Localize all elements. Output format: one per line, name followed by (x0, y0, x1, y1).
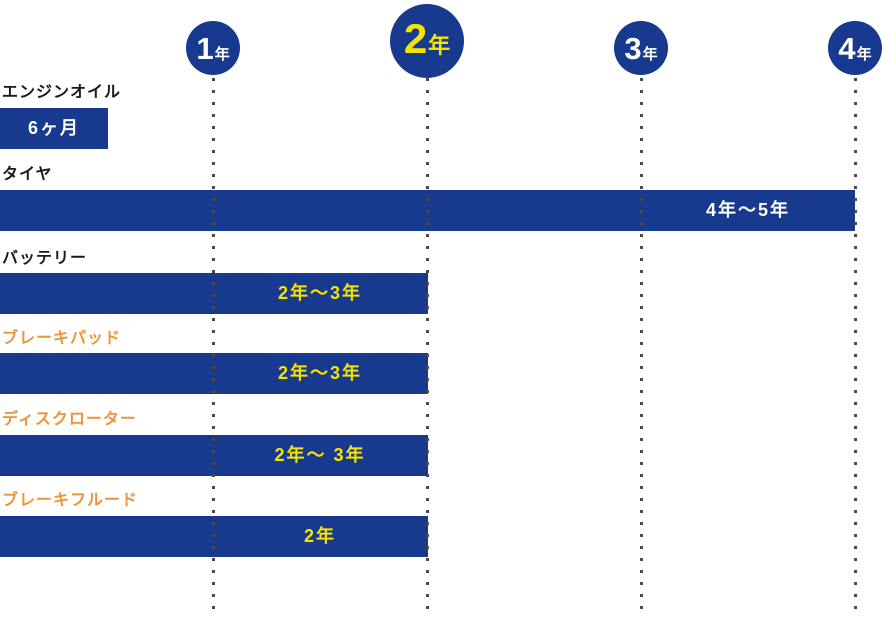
bar-value-disc-rotor: 2年〜 3年 (274, 445, 366, 465)
year-marker-1-unit: 年 (214, 46, 230, 63)
gridline-2-year (426, 78, 429, 617)
bar-value-tire: 4年〜5年 (705, 200, 791, 220)
bar-value-engine-oil: 6ヶ月 (27, 118, 80, 138)
year-marker-3-unit: 年 (642, 46, 658, 63)
bar-value-battery: 2年〜3年 (277, 283, 363, 303)
year-marker-1-number: 1 (196, 31, 214, 66)
row-label-brake-fluid: ブレーキフルード (2, 492, 139, 509)
year-marker-4-number: 4 (838, 31, 856, 66)
year-marker-2-unit: 年 (428, 33, 451, 58)
row-label-tire: タイヤ (2, 166, 53, 183)
year-marker-3-number: 3 (624, 31, 642, 66)
row-label-disc-rotor: ディスクローター (2, 411, 137, 428)
gridline-1-year (212, 78, 215, 617)
bar-value-brake-pad: 2年〜3年 (277, 363, 363, 383)
gridline-4-year (854, 78, 857, 617)
row-label-battery: バッテリー (2, 250, 88, 267)
row-label-brake-pad: ブレーキパッド (2, 330, 122, 347)
year-marker-4-unit: 年 (856, 46, 872, 63)
year-marker-2-number: 2 (403, 15, 428, 62)
row-label-engine-oil: エンジンオイル (2, 84, 122, 101)
bar-value-brake-fluid: 2年 (303, 526, 336, 546)
gridline-3-year (640, 78, 643, 617)
bar-engine-oil: 6ヶ月 (0, 108, 108, 149)
